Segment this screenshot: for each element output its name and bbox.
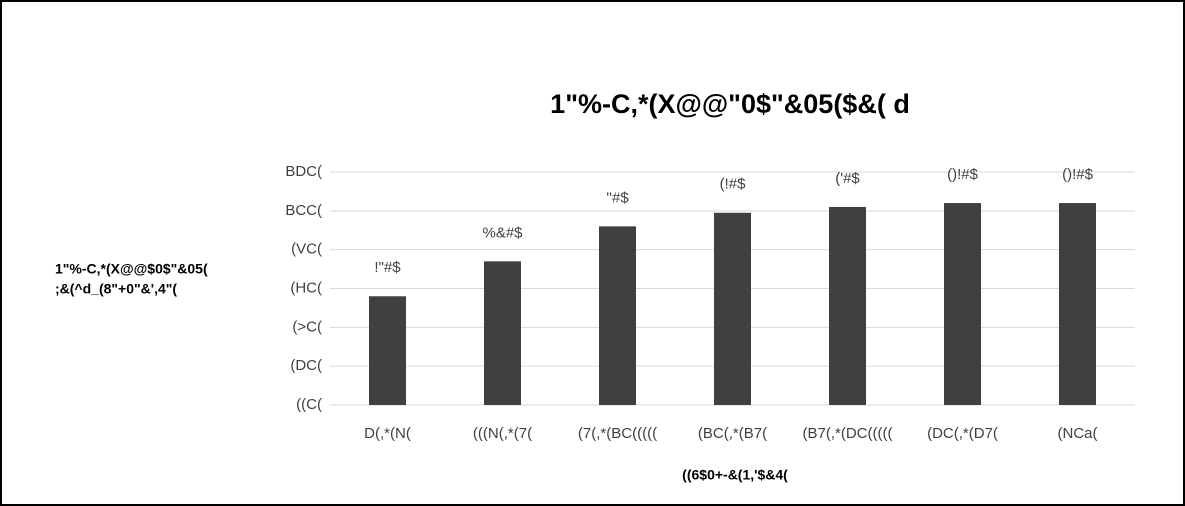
x-tick-label: (NCa( [1058, 425, 1098, 442]
x-tick-label: (BC(,*(B7( [698, 425, 767, 442]
y-tick-label: (DC( [290, 357, 322, 374]
y-tick-label: BCC( [285, 202, 322, 219]
y-axis-title: ;&(^d_(8"+0"&',4"( [55, 281, 177, 297]
y-tick-label: (>C( [292, 318, 322, 335]
x-tick-label: (B7(,*(DC((((( [803, 425, 893, 442]
y-tick-label: BDC( [285, 163, 322, 180]
chart-title: 1"%-C,*(X@@"0$"&05($&( d [550, 89, 910, 119]
data-label: %&#$ [482, 224, 523, 241]
data-label: !"#$ [374, 259, 401, 276]
y-tick-label: (VC( [291, 241, 322, 258]
x-tick-label: (7(,*(BC((((( [578, 425, 657, 442]
bar [369, 296, 406, 405]
bar [829, 206, 866, 405]
x-axis-title: ((6$0+-&(1,'$&4( [682, 467, 788, 483]
data-label: ()!#$ [1062, 166, 1094, 183]
y-axis-title: 1"%-C,*(X@@$0$"&05( [55, 261, 208, 277]
x-tick-label: (((N(,*(7( [473, 425, 532, 442]
bar [714, 212, 751, 405]
bar [944, 203, 981, 405]
x-tick-label: (DC(,*(D7( [927, 425, 998, 442]
data-label: ''#$ [606, 189, 629, 206]
bar [1059, 203, 1096, 405]
data-label: (!#$ [720, 176, 747, 193]
y-tick-label: ((C( [296, 396, 322, 413]
bar [484, 261, 521, 405]
y-tick-label: (HC( [290, 279, 322, 296]
data-label: ()!#$ [947, 166, 979, 183]
data-label: ('#$ [835, 170, 860, 187]
bar [599, 226, 636, 405]
x-tick-label: D(,*(N( [364, 425, 411, 442]
